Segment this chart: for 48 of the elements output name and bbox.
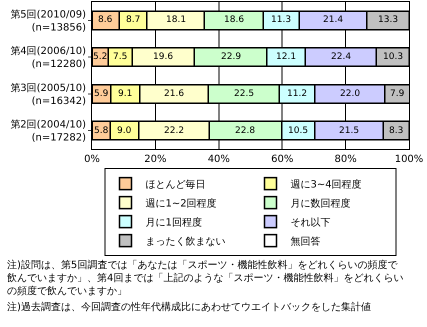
data-label: 22.4 bbox=[331, 52, 352, 62]
data-label: 21.5 bbox=[339, 126, 360, 136]
x-tick-label: 40% bbox=[208, 154, 230, 165]
data-label: 11.3 bbox=[271, 15, 292, 25]
legend-label: それ以下 bbox=[290, 216, 330, 229]
x-tick-label: 100% bbox=[394, 154, 424, 165]
x-tick-label: 0% bbox=[84, 154, 100, 165]
legend-label: 月に1回程度 bbox=[146, 216, 202, 229]
y-tick-label: 第3回(2005/10) (n=16342) bbox=[10, 82, 86, 107]
data-label: 5.8 bbox=[94, 126, 109, 136]
data-label: 10.5 bbox=[288, 126, 308, 136]
data-label: 8.7 bbox=[126, 15, 140, 25]
data-label: 22.8 bbox=[235, 126, 256, 136]
data-label: 5.9 bbox=[94, 89, 109, 99]
data-label: 22.9 bbox=[221, 52, 242, 62]
legend-label: まったく飲まない bbox=[146, 236, 226, 248]
legend-label: 月に数回程度 bbox=[290, 198, 350, 210]
data-label: 21.6 bbox=[164, 89, 184, 99]
x-tick-label: 60% bbox=[271, 154, 294, 165]
data-label: 19.6 bbox=[153, 52, 174, 62]
text: 注)過去調査は、今回調査の性年代構成比にあわせてウエイトバックをした集計値 bbox=[7, 301, 371, 313]
text: 注)設問は、第5回調査では「あなたは「スポーツ・機能性飲料」をどれくらいの頻度で飲んでいますか」、第4回までは「上記のような「スポーツ・機能性飲料」をどれくらいの頻度で飲んでいますか」 bbox=[7, 259, 404, 297]
y-tick-label: 第5回(2010/09) (n=13856) bbox=[10, 8, 86, 34]
data-label: 22.2 bbox=[164, 126, 184, 136]
data-label: 11.2 bbox=[287, 89, 308, 99]
data-label: 22.5 bbox=[234, 89, 254, 99]
data-label: 8.6 bbox=[98, 15, 113, 25]
legend-label: 週に3~4回程度 bbox=[290, 178, 362, 191]
x-tick-label: 80% bbox=[334, 154, 357, 165]
data-label: 12.1 bbox=[276, 52, 296, 62]
data-label: 13.3 bbox=[378, 15, 398, 25]
data-label: 8.3 bbox=[389, 126, 404, 136]
x-tick-label: 20% bbox=[144, 154, 167, 165]
data-label: 7.5 bbox=[113, 52, 128, 62]
data-label: 18.1 bbox=[166, 15, 186, 25]
data-label: 7.9 bbox=[390, 89, 405, 99]
data-label: 22.0 bbox=[340, 89, 360, 99]
data-label: 21.4 bbox=[323, 15, 344, 25]
data-label: 9.0 bbox=[117, 126, 132, 136]
data-label: 5.2 bbox=[93, 52, 108, 62]
legend-label: ほとんど毎日 bbox=[146, 178, 206, 191]
data-label: 9.1 bbox=[118, 89, 132, 99]
data-label: 18.6 bbox=[224, 15, 244, 25]
legend-label: 無回答 bbox=[290, 236, 320, 248]
y-tick-label: 第4回(2006/10) (n=12280) bbox=[10, 45, 86, 70]
legend-label: 週に1~2回程度 bbox=[146, 198, 217, 210]
y-tick-label: 第2回(2004/10) (n=17282) bbox=[10, 118, 86, 144]
data-label: 10.3 bbox=[383, 52, 404, 62]
